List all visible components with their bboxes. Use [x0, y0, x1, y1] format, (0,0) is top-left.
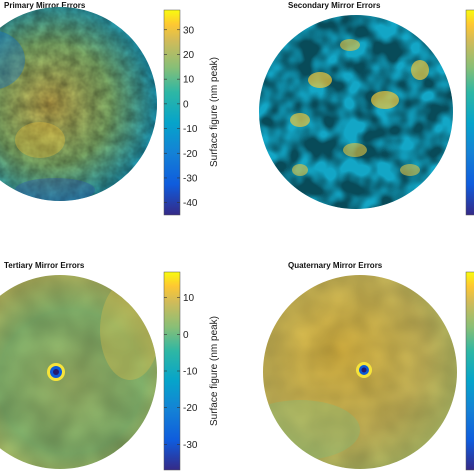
tertiary-mirror-map — [0, 275, 157, 469]
secondary-mirror-map — [259, 15, 453, 209]
colorbar-tick-label: -10 — [183, 367, 198, 378]
colorbar-tick-label: 10 — [183, 293, 195, 304]
colorbar-tick-label: 0 — [183, 99, 189, 110]
colorbar-tick-label: -40 — [183, 198, 198, 209]
colorbar-tick-label: 0 — [183, 330, 189, 341]
quaternary-colorbar — [465, 271, 474, 471]
primary-title: Primary Mirror Errors — [4, 1, 86, 10]
primary-colorbar-ticks: 30 20 10 0 -10 -20 -30 -40 — [164, 25, 198, 209]
colorbar-tick-label: -20 — [183, 403, 198, 414]
secondary-title: Secondary Mirror Errors — [288, 1, 381, 10]
tertiary-colorbar-label: Surface figure (nm peak) — [209, 316, 220, 426]
quaternary-mirror-map — [263, 275, 457, 469]
panel-quaternary: Quaternary Mirror Errors — [263, 261, 474, 471]
colorbar-tick-label: -20 — [183, 149, 198, 160]
primary-mirror-map — [0, 7, 157, 201]
primary-colorbar — [163, 9, 181, 216]
primary-colorbar-label: Surface figure (nm peak) — [209, 57, 220, 167]
colorbar-tick-label: 30 — [183, 25, 195, 36]
colorbar-tick-label: 10 — [183, 75, 195, 86]
colorbar-tick-label: -30 — [183, 173, 198, 184]
tertiary-title: Tertiary Mirror Errors — [4, 261, 85, 270]
secondary-colorbar — [465, 9, 474, 216]
colorbar-tick-label: -30 — [183, 440, 198, 451]
quaternary-title: Quaternary Mirror Errors — [288, 261, 383, 270]
panel-secondary: Secondary Mirror Errors — [259, 1, 474, 216]
colorbar-tick-label: 20 — [183, 50, 195, 61]
panel-tertiary: Tertiary Mirror Errors 10 0 -10 -20 -30 Surf… — [0, 261, 220, 471]
panel-primary: Primary Mirror Errors 30 20 10 0 -10 -20 -30 -4… — [0, 1, 220, 216]
colorbar-tick-label: -10 — [183, 124, 198, 135]
tertiary-colorbar-ticks: 10 0 -10 -20 -30 — [164, 293, 198, 451]
